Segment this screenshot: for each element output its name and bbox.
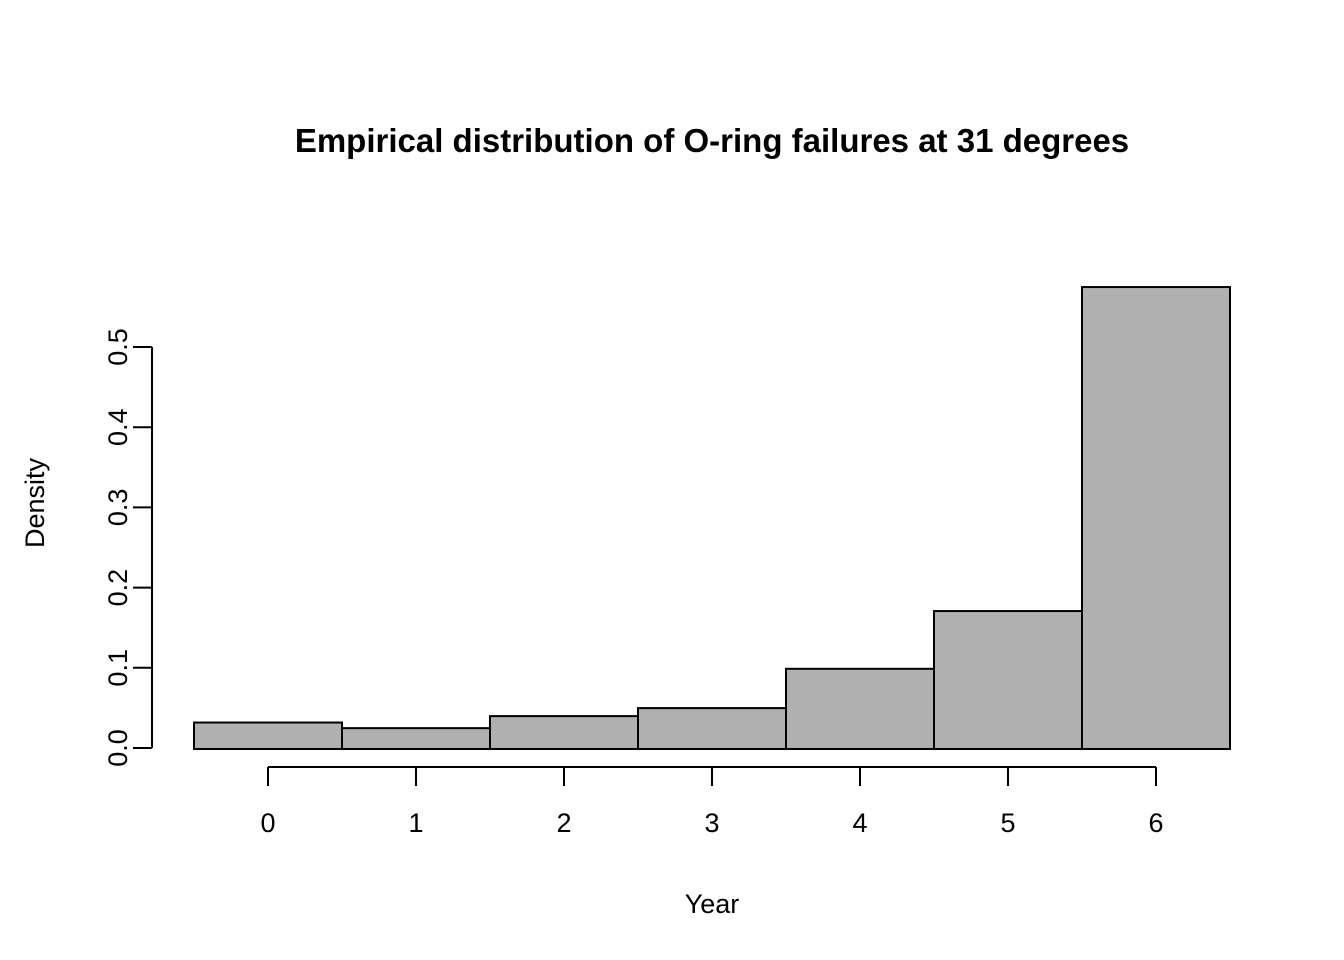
x-tick-label: 1 — [408, 808, 423, 838]
x-tick-label: 3 — [704, 808, 719, 838]
y-tick-label: 0.5 — [103, 328, 133, 366]
x-tick-label: 5 — [1000, 808, 1015, 838]
histogram-bar — [193, 721, 343, 750]
histogram-bar — [341, 727, 491, 751]
bars-group — [193, 286, 1231, 751]
y-tick-label: 0.2 — [103, 569, 133, 607]
x-tick-label: 2 — [556, 808, 571, 838]
x-tick-label: 0 — [260, 808, 275, 838]
y-tick-label: 0.1 — [103, 649, 133, 687]
axes-group: 0 1 2 3 4 5 6 0.0 0.1 0.2 0.3 0.4 0.5 — [103, 328, 1164, 838]
histogram-bar — [489, 715, 639, 750]
histogram-bar — [785, 667, 935, 750]
y-tick-label: 0.0 — [103, 729, 133, 767]
x-tick-label: 6 — [1148, 808, 1163, 838]
y-axis-label: Density — [20, 457, 50, 548]
y-tick-label: 0.3 — [103, 489, 133, 527]
histogram-bar — [933, 610, 1083, 751]
histogram-bar — [637, 707, 787, 751]
y-tick-label: 0.4 — [103, 408, 133, 446]
x-tick-label: 4 — [852, 808, 867, 838]
histogram-bar — [1081, 286, 1231, 750]
x-axis-label: Year — [685, 889, 740, 919]
chart-title: Empirical distribution of O-ring failure… — [295, 122, 1129, 159]
